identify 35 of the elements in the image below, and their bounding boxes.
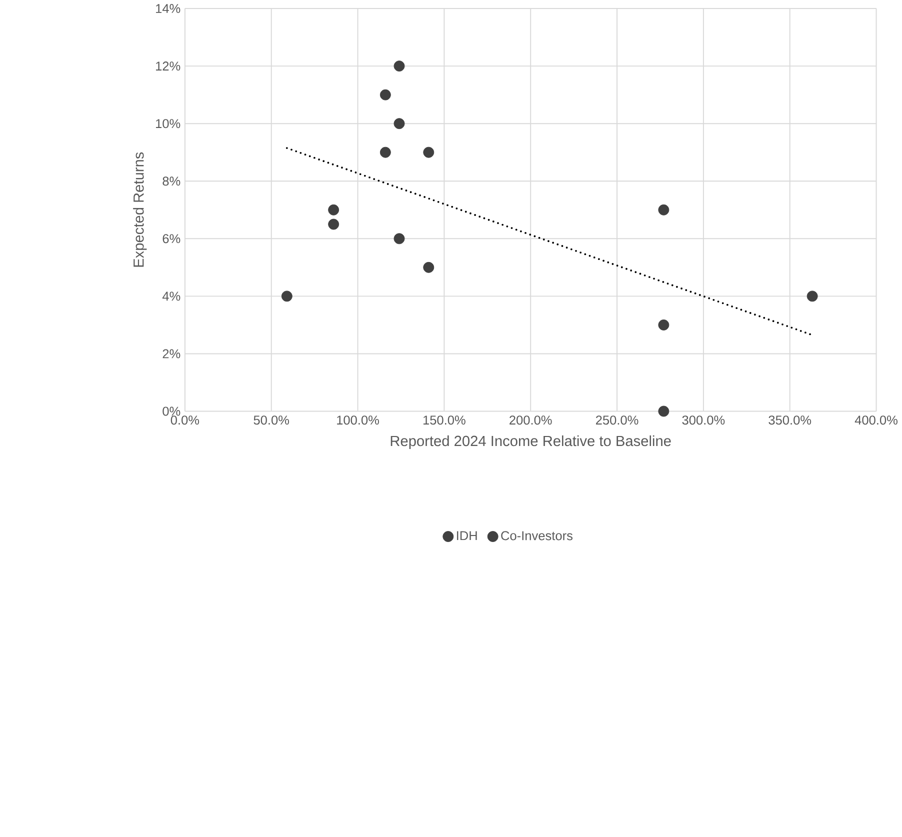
y-tick-label: 12% bbox=[156, 62, 180, 71]
y-tick-label: 0% bbox=[162, 406, 180, 416]
point bbox=[394, 118, 405, 130]
point bbox=[281, 290, 292, 302]
x-tick-label: 250.0% bbox=[596, 416, 638, 425]
x-tick-label: 200.0% bbox=[510, 416, 552, 425]
x-tick-label: 300.0% bbox=[682, 416, 725, 425]
legend-label: IDH bbox=[457, 531, 477, 540]
point bbox=[806, 290, 818, 302]
x-tick-label: 350.0% bbox=[768, 416, 812, 425]
point bbox=[380, 89, 391, 100]
y-tick-label: 2% bbox=[162, 349, 180, 358]
point bbox=[658, 204, 670, 216]
x-tick-label: 400.0% bbox=[854, 416, 898, 425]
point bbox=[394, 233, 405, 244]
x-tick-label: 50.0% bbox=[254, 416, 290, 425]
legend-label: Co-Investors bbox=[501, 531, 572, 540]
y-tick-label: 8% bbox=[162, 176, 180, 186]
point bbox=[328, 218, 340, 230]
y-axis-title: Expected Returns bbox=[133, 152, 147, 267]
point bbox=[423, 262, 434, 273]
point bbox=[658, 406, 670, 417]
y-tick-label: 4% bbox=[162, 292, 180, 301]
x-tick-label: 0.0% bbox=[170, 416, 200, 425]
point bbox=[394, 60, 405, 72]
y-tick-label: 6% bbox=[162, 234, 180, 244]
x-tick-label: 100.0% bbox=[337, 416, 379, 425]
y-tick-label: 14% bbox=[156, 4, 180, 13]
point bbox=[328, 204, 340, 216]
point bbox=[380, 146, 391, 158]
x-tick-label: 150.0% bbox=[423, 416, 466, 425]
y-tick-label: 10% bbox=[156, 119, 180, 128]
x-axis-title: Reported 2024 Income Relative to Baseline bbox=[390, 435, 671, 450]
point bbox=[658, 319, 670, 330]
point bbox=[423, 146, 434, 158]
